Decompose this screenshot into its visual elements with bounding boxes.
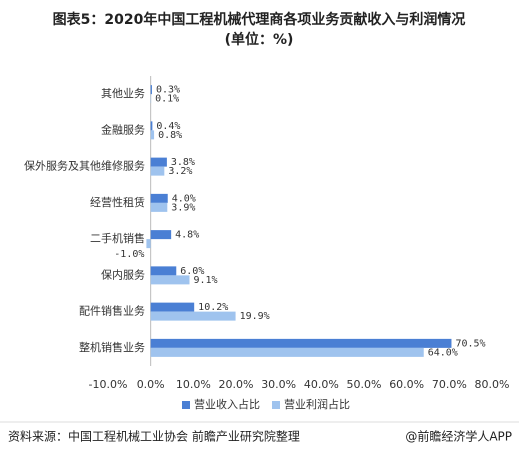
y-tick-label: 其他业务: [101, 87, 145, 100]
value-label: 0.1%: [155, 94, 179, 105]
bar: [150, 347, 424, 357]
bar: [150, 193, 168, 203]
bar: [150, 157, 167, 167]
x-tick-label: 30.0%: [261, 378, 296, 391]
x-tick-label: 80.0%: [475, 378, 510, 391]
bar: [150, 130, 155, 140]
x-tick-label: 20.0%: [219, 378, 254, 391]
value-label: 19.9%: [240, 311, 270, 322]
value-label: 70.5%: [455, 338, 485, 349]
value-label: 0.8%: [158, 130, 182, 141]
legend-label: 营业收入占比: [194, 397, 260, 411]
y-tick-label: 配件销售业务: [79, 304, 145, 318]
bar: [150, 338, 452, 348]
source: 资料来源：中国工程机械工业协会 前瞻产业研究院整理: [8, 429, 300, 444]
bar: [146, 239, 151, 249]
bar: [150, 302, 195, 312]
bar: [150, 275, 190, 285]
x-tick-label: 50.0%: [347, 378, 382, 391]
legend-swatch: [272, 401, 280, 409]
value-label: -1.0%: [114, 249, 144, 260]
bar: [150, 230, 172, 240]
chart-subtitle: (单位：%): [225, 31, 294, 48]
x-tick-label: 10.0%: [176, 378, 211, 391]
bar: [150, 166, 165, 176]
value-label: 4.8%: [175, 230, 199, 241]
x-tick-label: 40.0%: [304, 378, 339, 391]
value-label: 64.0%: [428, 347, 458, 358]
y-tick-label: 经营性租赁: [90, 195, 145, 209]
x-tick-label: 70.0%: [432, 378, 467, 391]
legend-swatch: [182, 401, 190, 409]
x-tick-label: -10.0%: [89, 378, 128, 391]
y-tick-label: 整机销售业务: [79, 340, 145, 354]
value-label: 4.0%: [172, 193, 196, 204]
bar: [150, 202, 168, 212]
bar: [150, 311, 236, 321]
bar: [150, 85, 152, 95]
y-tick-label: 保内服务: [101, 267, 145, 281]
y-tick-label: 二手机销售: [90, 231, 145, 245]
bar: [150, 266, 177, 276]
value-label: 3.8%: [171, 157, 195, 168]
value-label: 10.2%: [198, 302, 228, 313]
value-label: 9.1%: [193, 275, 217, 286]
legend-label: 营业利润占比: [284, 397, 350, 411]
chart-title: 图表5：2020年中国工程机械代理商各项业务贡献收入与利润情况: [53, 11, 466, 28]
y-tick-label: 保外服务及其他维修服务: [24, 159, 145, 173]
value-label: 6.0%: [180, 266, 204, 277]
value-label: 0.4%: [156, 121, 180, 132]
x-tick-label: 0.0%: [137, 378, 165, 391]
y-tick-label: 金融服务: [101, 122, 145, 136]
value-label: 3.9%: [171, 202, 195, 213]
value-label: 0.3%: [156, 85, 180, 96]
credit: @前瞻经济学人APP: [405, 429, 512, 444]
value-label: 3.2%: [168, 166, 192, 177]
x-tick-label: 60.0%: [389, 378, 424, 391]
bar: [150, 121, 153, 131]
